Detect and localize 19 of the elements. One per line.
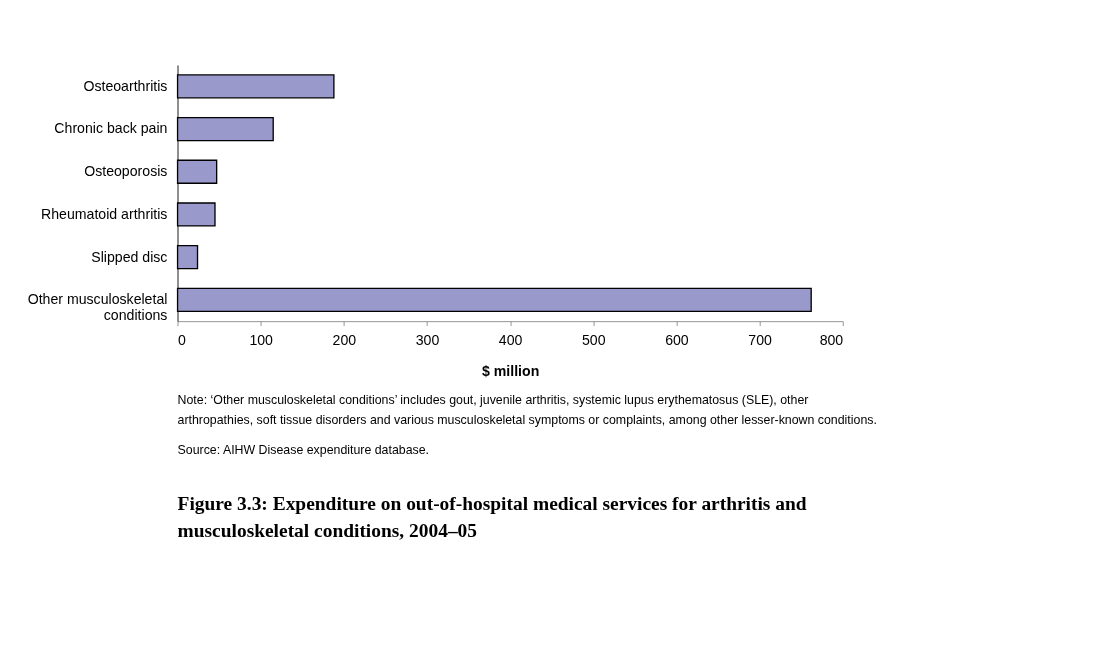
x-tick-label: 100: [249, 331, 274, 348]
x-tick-label: 500: [581, 331, 606, 348]
y-tick-label: Osteoarthritis: [83, 77, 168, 94]
y-tick-label: Osteoporosis: [84, 163, 168, 180]
text: Figure 3.3: Expenditure on out-of-hospital medical services for arthritis and musculoskeletal conditions, 2004–05: [177, 493, 807, 541]
y-tick-label: Slipped disc: [91, 248, 168, 265]
source-note: Source: AIHW Disease expenditure database.: [177, 442, 430, 457]
x-axis-title: $ million: [481, 363, 540, 380]
x-tick-label: 300: [415, 331, 440, 348]
x-tick-label: 700: [748, 331, 772, 348]
x-tick-label: 800: [819, 331, 844, 348]
y-tick-label: Other musculoskeletal conditions: [27, 291, 168, 324]
x-tick-label: 600: [665, 331, 689, 348]
x-tick-label: 0: [178, 331, 187, 348]
x-tick-label: 400: [498, 331, 523, 348]
y-tick-label: Chronic back pain: [54, 120, 168, 137]
x-tick-label: 200: [332, 331, 357, 348]
text: Note: ‘Other musculoskeletal conditions’ includes gout, juvenile arthritis, systemic lupus erythematosus (SLE), other arthropathies, soft tissue disorders and various musculoskeletal symptoms or complaints, among other lesser-known conditions.: [177, 393, 877, 427]
y-tick-label: Rheumatoid arthritis: [41, 205, 168, 222]
